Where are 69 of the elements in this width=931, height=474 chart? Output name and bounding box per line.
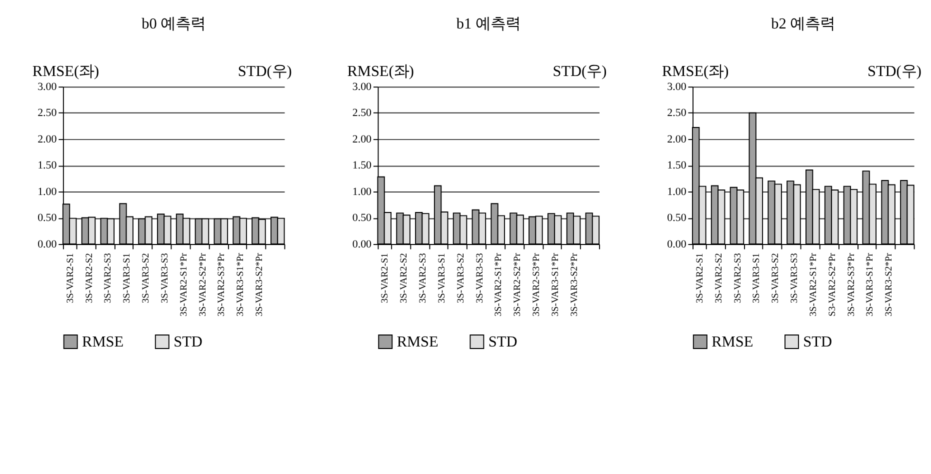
y-tick-label: 2.50 bbox=[352, 107, 372, 120]
y-tick-label: 0.00 bbox=[38, 238, 58, 250]
x-tick-label: 3S-VAR3-S2 bbox=[771, 252, 782, 304]
y-tick-label: 3.00 bbox=[352, 80, 372, 93]
y-tick-label: 0.00 bbox=[352, 238, 372, 250]
x-tick-label: 3S-VAR2-S1 bbox=[66, 252, 76, 304]
text: STD(우) bbox=[867, 63, 922, 80]
y-tick-label: 0.50 bbox=[352, 212, 372, 224]
y-tick-label: 1.50 bbox=[667, 160, 687, 172]
chart-title: b1 예측력 bbox=[456, 15, 520, 32]
x-tick-label: 3S-VAR3-S2 bbox=[142, 252, 152, 304]
x-tick-label: 3S-VAR3-S2 bbox=[456, 252, 466, 304]
x-tick-label: 3S-VAR3-S2*Pr bbox=[570, 252, 580, 316]
x-tick-label: 3S-VAR2-S1*Pr bbox=[808, 252, 819, 316]
text: RMSE(좌) bbox=[662, 63, 729, 80]
y-tick-label: 2.00 bbox=[352, 133, 372, 146]
x-tick-label: 3S-VAR2-S1 bbox=[380, 252, 391, 304]
x-tick-label: 3S-VAR2-S2*Pr bbox=[198, 252, 208, 316]
x-tick-label: 3S-VAR2-S1*Pr bbox=[179, 252, 190, 316]
x-tick-label: 3S-VAR3-S3 bbox=[160, 252, 170, 304]
x-tick-label: 3S-VAR3-S3 bbox=[790, 252, 800, 304]
x-tick-label: 3S-VAR3-S1*Pr bbox=[550, 252, 561, 316]
x-tick-label: 3S-VAR3-S1 bbox=[752, 252, 762, 304]
x-tick-label: 3S-VAR2-S3 bbox=[418, 252, 429, 304]
y-tick-label: 1.00 bbox=[38, 186, 58, 198]
y-tick-label: 1.00 bbox=[352, 186, 372, 198]
y-tick-label: 2.00 bbox=[667, 133, 687, 146]
x-tick-label: 3S-VAR2-S3*Pr bbox=[217, 252, 228, 316]
text: RMSE(좌) bbox=[32, 63, 100, 80]
x-tick-label: 3S-VAR2-S3*Pr bbox=[532, 252, 542, 316]
x-tick-label: 3S-VAR3-S2*Pr bbox=[255, 252, 266, 316]
x-tick-label: 3S-VAR3-S1*Pr bbox=[236, 252, 246, 316]
legend-label: RMSE bbox=[82, 334, 124, 351]
x-tick-label: 3S-VAR3-S1 bbox=[122, 252, 133, 304]
x-tick-label: 3S-VAR2-S3*Pr bbox=[846, 252, 857, 316]
chart-title: b0 예측력 bbox=[142, 15, 206, 32]
y-tick-label: 1.50 bbox=[38, 160, 58, 172]
x-tick-label: 3S-VAR3-S2*Pr bbox=[884, 252, 895, 316]
x-tick-label: 3S-VAR2-S3 bbox=[733, 252, 744, 304]
y-tick-label: 0.00 bbox=[667, 238, 687, 250]
y-tick-label: 1.50 bbox=[352, 160, 372, 172]
y-tick-label: 3.00 bbox=[38, 80, 58, 93]
y-tick-label: 2.50 bbox=[38, 107, 58, 120]
text: STD(우) bbox=[552, 63, 607, 80]
y-tick-label: 2.50 bbox=[667, 107, 687, 120]
text: STD(우) bbox=[238, 63, 292, 80]
x-tick-label: 3S-VAR3-S1*Pr bbox=[866, 252, 876, 316]
y-tick-label: 0.50 bbox=[667, 212, 687, 224]
legend-label: STD bbox=[803, 334, 832, 351]
text: RMSE(좌) bbox=[347, 63, 414, 80]
x-tick-label: 3S-VAR2-S2 bbox=[400, 252, 410, 304]
x-tick-label: S3-VAR2-S2*Pr bbox=[828, 252, 838, 316]
legend-label: STD bbox=[174, 334, 202, 351]
x-tick-label: 3S-VAR3-S1 bbox=[437, 252, 448, 304]
y-tick-label: 3.00 bbox=[667, 80, 687, 93]
x-tick-label: 3S-VAR2-S2*Pr bbox=[513, 252, 524, 316]
x-tick-label: 3S-VAR2-S3 bbox=[104, 252, 114, 304]
x-tick-label: 3S-VAR3-S3 bbox=[475, 252, 486, 304]
chart-title: b2 예측력 bbox=[771, 15, 836, 32]
y-tick-label: 0.50 bbox=[38, 212, 58, 224]
x-tick-label: 3S-VAR2-S1 bbox=[695, 252, 706, 304]
legend-label: RMSE bbox=[396, 334, 438, 351]
legend-label: RMSE bbox=[712, 334, 754, 351]
x-tick-label: 3S-VAR2-S2 bbox=[714, 252, 724, 304]
x-tick-label: 3S-VAR2-S1*Pr bbox=[494, 252, 504, 316]
y-tick-label: 1.00 bbox=[667, 186, 687, 198]
x-tick-label: 3S-VAR2-S2 bbox=[84, 252, 95, 304]
legend-label: STD bbox=[488, 334, 518, 351]
y-tick-label: 2.00 bbox=[38, 133, 58, 146]
